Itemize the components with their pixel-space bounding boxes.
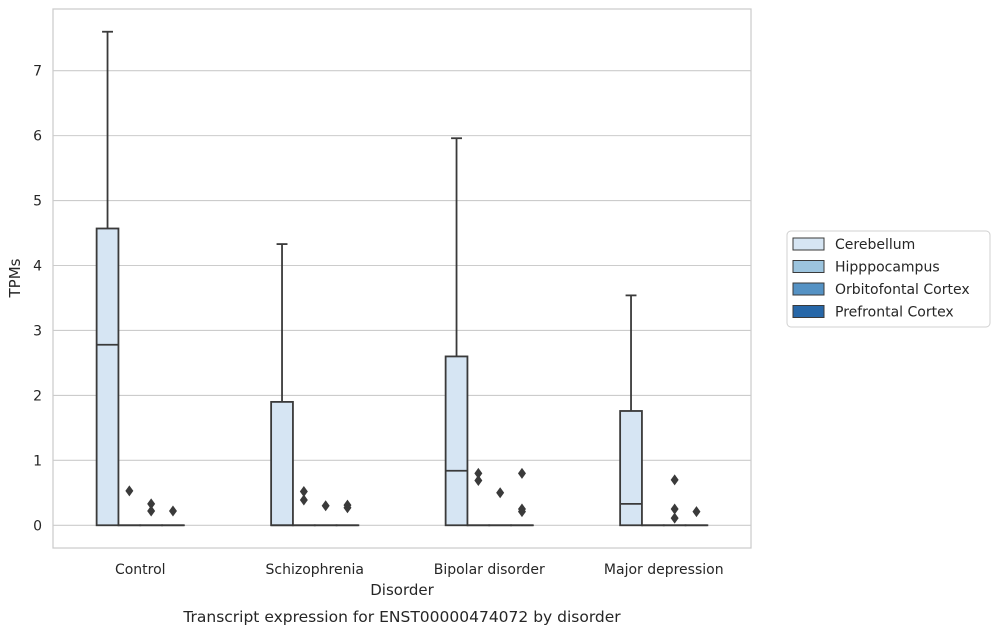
box <box>620 411 642 525</box>
y-tick-label: 0 <box>33 518 42 534</box>
legend-swatch <box>793 238 824 250</box>
y-tick-label: 6 <box>33 129 42 145</box>
legend-label: Orbitofontal Cortex <box>835 282 970 298</box>
box <box>446 356 468 525</box>
y-tick-label: 3 <box>33 323 42 339</box>
y-tick-label: 1 <box>33 453 42 469</box>
legend-label: Hipppocampus <box>835 260 940 276</box>
x-tick-label: Schizophrenia <box>266 562 364 578</box>
y-tick-label: 2 <box>33 388 42 404</box>
x-tick-label: Bipolar disorder <box>434 562 545 578</box>
y-axis-label: TPMs <box>6 258 24 298</box>
box <box>271 402 293 525</box>
legend-label: Cerebellum <box>835 237 915 253</box>
legend-label: Prefrontal Cortex <box>835 305 954 321</box>
legend-swatch <box>793 306 824 318</box>
legend: Cerebellum Hipppocampus Orbitofontal Corte… <box>787 231 990 327</box>
x-tick-label: Major depression <box>604 562 724 578</box>
y-tick-label: 4 <box>33 259 42 275</box>
x-axis-label: Disorder <box>370 581 434 599</box>
legend-swatch <box>793 283 824 295</box>
legend-swatch <box>793 261 824 273</box>
box <box>97 228 119 525</box>
y-tick-label: 5 <box>33 194 42 210</box>
y-tick-label: 7 <box>33 64 42 80</box>
x-tick-label: Control <box>115 562 166 578</box>
chart-title: Transcript expression for ENST0000047407… <box>182 608 621 626</box>
